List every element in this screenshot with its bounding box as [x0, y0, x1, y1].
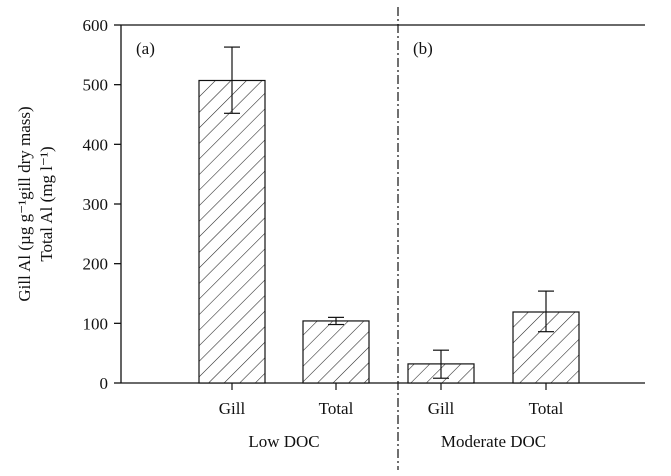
group-label: Low DOC — [248, 432, 319, 451]
panel-label-b: (b) — [413, 39, 433, 58]
y-tick-label: 400 — [83, 135, 109, 154]
bar — [302, 320, 370, 384]
x-tick-label: Total — [529, 399, 564, 418]
panel-label-a: (a) — [136, 39, 155, 58]
y-tick-label: 0 — [100, 374, 109, 393]
bar — [198, 79, 266, 384]
y-tick-label: 600 — [83, 16, 109, 35]
y-axis-label-line1: Gill Al (µg g⁻¹gill dry mass) — [15, 106, 34, 301]
group-label: Moderate DOC — [441, 432, 546, 451]
x-tick-label: Total — [319, 399, 354, 418]
y-tick-label: 200 — [83, 255, 109, 274]
x-tick-label: Gill — [428, 399, 455, 418]
y-tick-label: 100 — [83, 314, 109, 333]
y-tick-label: 500 — [83, 76, 109, 95]
y-tick-label: 300 — [83, 195, 109, 214]
y-axis-label-line2: Total Al (mg l⁻¹) — [37, 146, 56, 261]
x-tick-label: Gill — [219, 399, 246, 418]
